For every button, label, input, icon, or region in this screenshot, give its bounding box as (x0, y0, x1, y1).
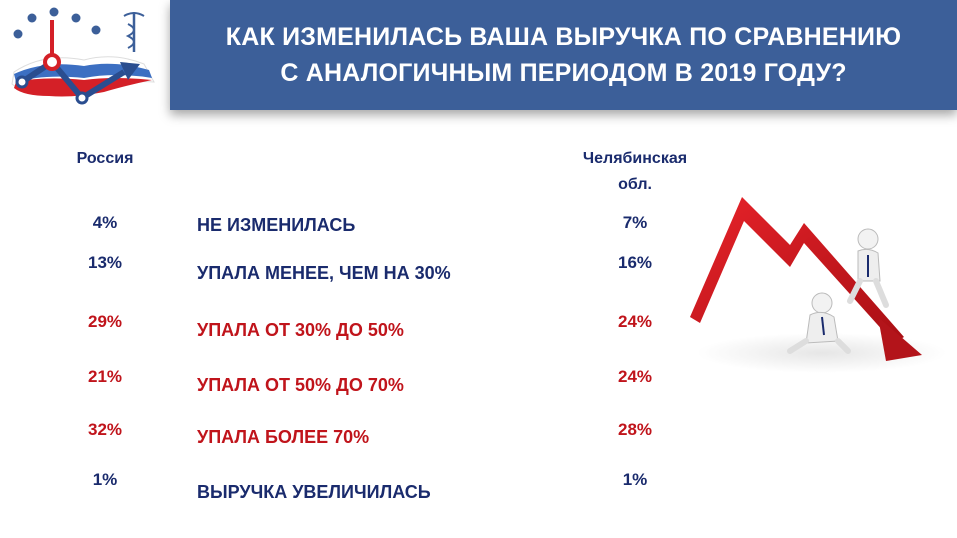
row-label: УПАЛА ОТ 50% ДО 70% (197, 375, 404, 395)
russia-value: 13% (87, 253, 123, 272)
title-line-2: С АНАЛОГИЧНЫМ ПЕРИОДОМ В 2019 ГОДУ? (280, 59, 847, 87)
chelyabinsk-value: 7% (622, 213, 648, 232)
logo-icon (11, 7, 155, 105)
header-banner: КАК ИЗМЕНИЛАСЬ ВАША ВЫРУЧКА ПО СРАВНЕНИЮ… (170, 0, 957, 110)
column-header-chelyabinsk-line-1: Челябинская (582, 150, 688, 167)
row-label: УПАЛА МЕНЕЕ, ЧЕМ НА 30% (197, 263, 451, 283)
falling-arrow-icon (690, 197, 947, 373)
column-header-chelyabinsk-line-2: обл. (618, 176, 652, 193)
row-label: ВЫРУЧКА УВЕЛИЧИЛАСЬ (197, 482, 431, 502)
table-row: 21% УПАЛА ОТ 50% ДО 70% 24% (0, 365, 700, 395)
column-header-russia: Россия (55, 146, 155, 172)
russia-value: 4% (92, 213, 118, 232)
russia-value: 1% (92, 470, 118, 489)
table-row: 4% НЕ ИЗМЕНИЛАСЬ 7% (0, 211, 700, 241)
chelyabinsk-value: 28% (617, 420, 653, 439)
column-header-russia-label: Россия (76, 150, 134, 167)
row-label: УПАЛА БОЛЕЕ 70% (197, 427, 370, 447)
row-label: НЕ ИЗМЕНИЛАСЬ (197, 215, 356, 235)
table-row: 29% УПАЛА ОТ 30% ДО 50% 24% (0, 310, 700, 340)
table-row: 13% УПАЛА МЕНЕЕ, ЧЕМ НА 30% 16% (0, 251, 700, 283)
column-header-chelyabinsk: Челябинская обл. (565, 146, 705, 198)
row-label: УПАЛА ОТ 30% ДО 50% (197, 320, 404, 340)
russia-value: 32% (87, 420, 123, 439)
table-row: 1% ВЫРУЧКА УВЕЛИЧИЛАСЬ 1% (0, 468, 700, 502)
chelyabinsk-value: 1% (622, 470, 648, 489)
chelyabinsk-value: 24% (617, 312, 653, 331)
russia-value: 29% (87, 312, 123, 331)
table-row: 32% УПАЛА БОЛЕЕ 70% 28% (0, 418, 700, 448)
chelyabinsk-value: 16% (617, 253, 653, 272)
russia-value: 21% (87, 367, 123, 386)
chelyabinsk-value: 24% (617, 367, 653, 386)
title-line-1: КАК ИЗМЕНИЛАСЬ ВАША ВЫРУЧКА ПО СРАВНЕНИЮ (225, 23, 902, 51)
